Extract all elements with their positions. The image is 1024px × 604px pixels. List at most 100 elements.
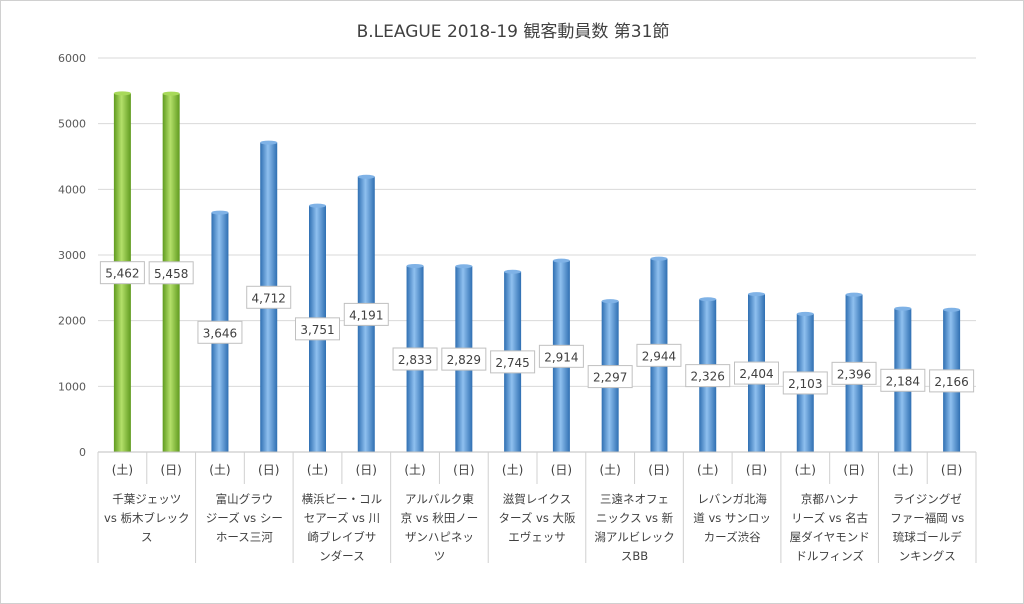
data-label: 2,404 [739,367,773,381]
x-group-label: 京 vs 秋田ノー [401,511,479,525]
x-group-label: vs 栃木ブレック [104,511,189,525]
x-day-label: (土) [404,463,425,477]
x-group-label: 横浜ビー・コル [302,492,383,506]
bar-cap [552,258,570,263]
x-group-label: 滋賀レイクス [503,492,571,506]
data-label-box [392,347,438,371]
bar-cap [504,269,522,274]
x-day-label: (日) [648,463,669,477]
x-day-label: (日) [356,463,377,477]
data-label: 4,712 [252,291,286,305]
bar-cap [650,256,668,261]
x-group-label: 琉球ゴールデ [893,530,962,544]
x-group-label: ツ [434,549,446,563]
x-day-label: (日) [941,463,962,477]
bar-cap [309,203,326,208]
data-label: 2,833 [398,353,432,367]
bar-cap [211,210,229,215]
data-label: 2,829 [447,353,481,367]
bar-cap [796,311,814,316]
bar-cap [699,297,717,302]
bar-cap [943,307,961,312]
x-group-label: アルバルク東 [405,492,474,506]
x-day-label: (日) [843,463,864,477]
x-day-label: (土) [892,463,913,477]
x-group-label: セアーズ vs 川 [304,511,380,525]
y-tick-label: 1000 [58,380,86,393]
data-label: 3,646 [203,326,237,340]
x-group-label: レバンガ北海 [697,492,767,506]
bar-cap [601,299,619,304]
data-label: 5,458 [154,267,188,281]
bar-cap [748,292,765,297]
x-day-label: (土) [502,463,523,477]
x-group-label: 千葉ジェッツ [112,492,181,506]
x-group-label: ジーズ vs シー [206,511,283,525]
x-group-label: 三遠ネオフェ [600,492,669,506]
x-group-label: カーズ渋谷 [704,530,761,544]
x-group-label: リーズ vs 名古 [791,511,868,525]
chart-title: B.LEAGUE 2018-19 観客動員数 第31節 [357,22,670,42]
x-group-label: 崎ブレイブサ [307,530,376,544]
x-group-label: ス [141,530,153,544]
data-label: 4,191 [349,308,383,322]
x-day-label: (土) [795,463,816,477]
x-group-label: ホース三河 [216,530,273,544]
y-tick-label: 6000 [58,52,86,65]
data-label-box [246,285,292,309]
data-label: 2,184 [886,374,920,388]
data-label-box [343,302,389,326]
data-label: 2,745 [495,356,529,370]
x-group-label: スBB [621,549,648,563]
data-label: 2,297 [593,371,627,385]
gridlines [98,57,976,453]
bar-cap [406,263,424,268]
data-label: 3,751 [300,323,334,337]
data-label-box [538,344,584,368]
x-day-label: (日) [160,463,181,477]
y-tick-label: 5000 [58,118,86,131]
data-label-box [295,317,340,341]
y-tick-label: 2000 [58,315,86,328]
x-day-label: (日) [453,463,474,477]
x-group-label: ターズ vs 大阪 [498,511,576,525]
data-label-box [197,320,243,344]
x-day-label: (土) [209,463,230,477]
y-tick-label: 4000 [58,183,86,196]
x-group-label: 潟アルビレック [594,530,674,544]
x-group-label: ンダース [319,549,364,563]
data-label: 2,103 [788,377,822,391]
data-label: 2,396 [837,367,871,381]
data-label-box [782,371,828,395]
x-day-label: (土) [112,463,133,477]
x-group-label: 富山グラウ [216,492,274,506]
x-day-label: (日) [746,463,767,477]
data-label-box [99,261,145,285]
x-group-label: ドルフィンズ [795,549,864,563]
data-label-box [831,361,877,385]
data-label: 2,166 [934,375,968,389]
bar-cap [845,292,863,297]
data-label-box [685,364,731,388]
x-group-label: ライジングゼ [893,492,962,506]
bar-cap [455,264,473,269]
data-label-box [148,261,194,285]
bars: 5,462 5,458 3,646 4,712 3,751 4,191 2,833 2,829… [99,91,975,452]
bar-cap [113,91,131,96]
x-day-label: (土) [599,463,620,477]
x-day-label: (土) [307,463,328,477]
data-label: 2,326 [691,370,725,384]
data-label-box [734,361,779,385]
bar-cap [260,140,278,145]
y-axis: 0 1000 2000 3000 4000 5000 6000 [58,52,86,459]
data-label: 2,914 [544,350,578,364]
y-tick-label: 3000 [58,249,86,262]
x-day-label: (土) [697,463,718,477]
data-label-box [880,368,926,392]
x-group-label: エヴェッサ [508,530,566,544]
data-label-box [636,343,682,367]
x-group-label: 道 vs サンロッ [693,511,771,525]
x-day-label: (日) [258,463,279,477]
